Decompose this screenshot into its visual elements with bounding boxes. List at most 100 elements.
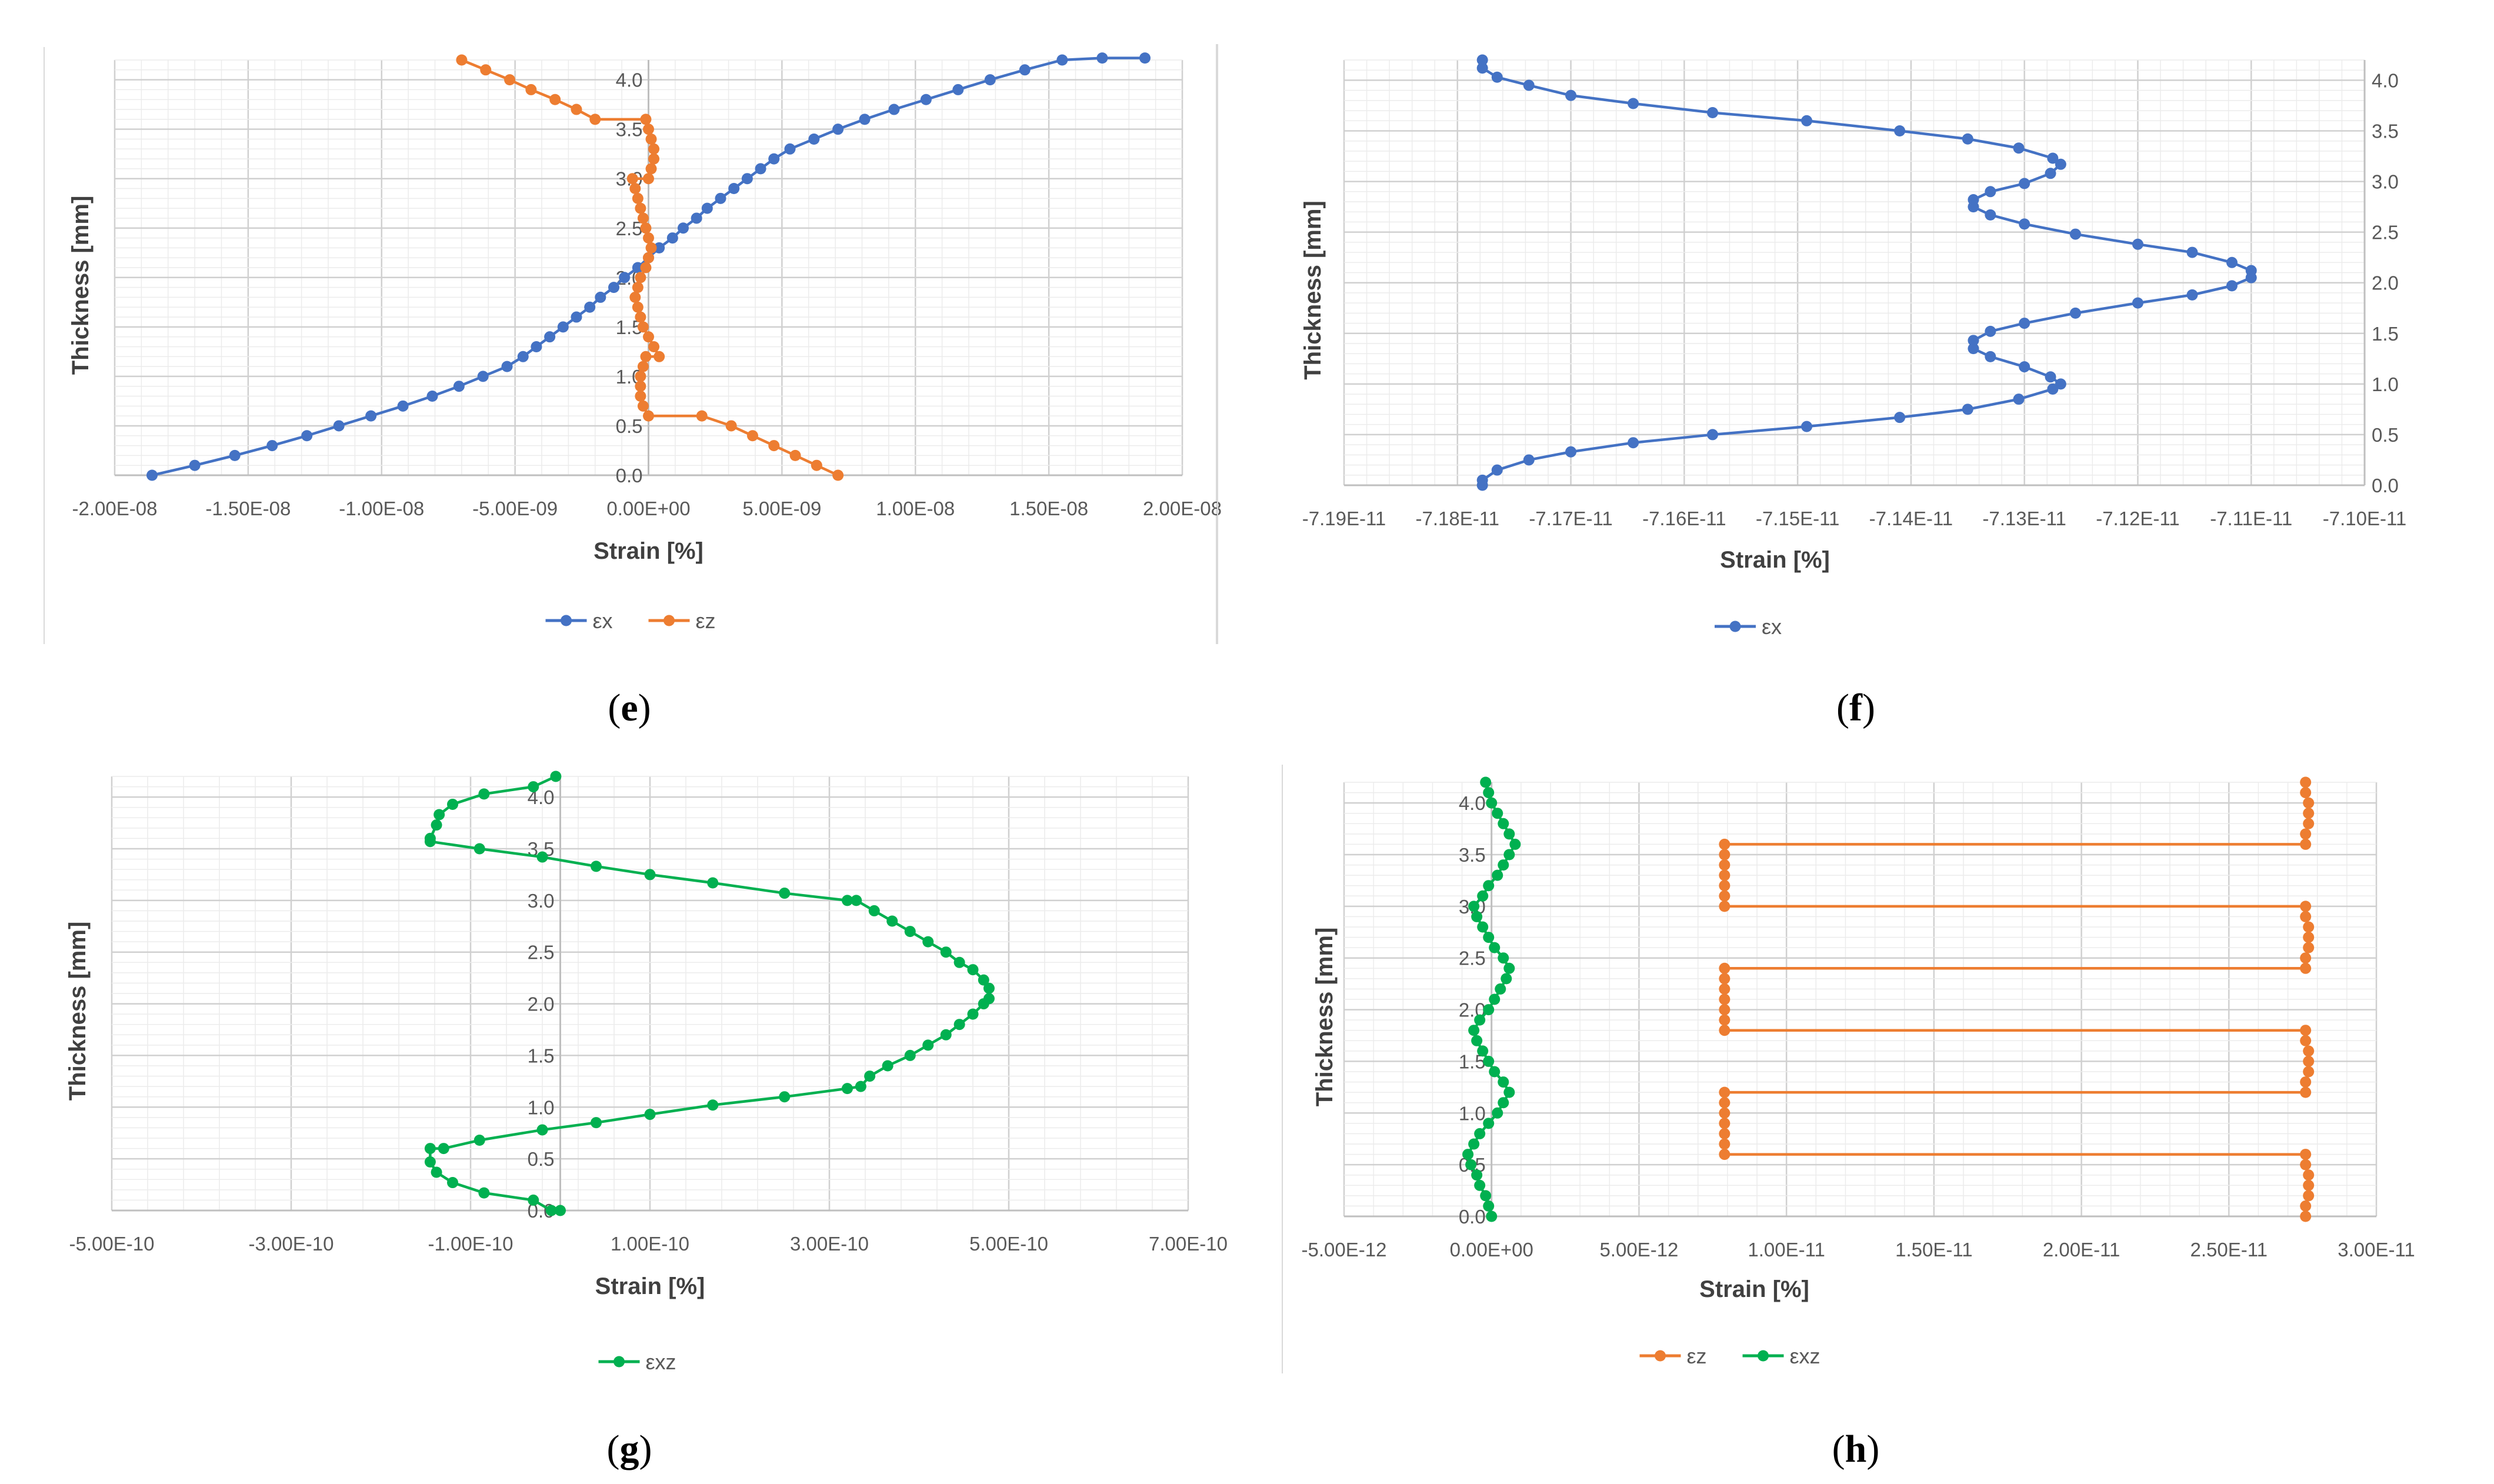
legend: εx	[1715, 615, 1782, 639]
data-point	[333, 420, 345, 432]
data-point	[2019, 361, 2030, 373]
data-point	[301, 430, 313, 442]
series-εx	[1476, 54, 2257, 491]
caption-letter: f	[1849, 686, 1863, 729]
legend-label: εz	[696, 609, 716, 633]
data-point	[1719, 901, 1731, 912]
x-tick-label: -5.00E-09	[472, 498, 558, 519]
data-point	[2069, 228, 2081, 240]
data-point	[2045, 371, 2056, 383]
legend-swatch-marker	[1758, 1350, 1769, 1362]
data-point	[635, 381, 646, 392]
y-axis-title: Thickness [mm]	[1300, 201, 1326, 380]
data-point	[431, 1166, 442, 1178]
data-point	[626, 173, 638, 185]
data-point	[474, 843, 485, 855]
data-point	[571, 104, 582, 115]
data-point	[1474, 1014, 1486, 1026]
y-tick-label: 1.5	[2372, 323, 2399, 345]
data-point	[811, 459, 822, 471]
data-point	[1471, 911, 1483, 922]
data-point	[640, 222, 652, 234]
data-point	[645, 242, 657, 254]
data-point	[2300, 1076, 2312, 1088]
y-tick-label: 4.0	[616, 69, 643, 91]
data-point	[707, 877, 719, 889]
data-point	[447, 798, 458, 810]
legend-label: εx	[1762, 615, 1782, 639]
data-point	[967, 1008, 979, 1020]
data-point	[983, 993, 995, 1005]
x-tick-label: -7.19E-11	[1302, 508, 1386, 529]
data-point	[2300, 1159, 2312, 1170]
data-point	[789, 449, 801, 461]
data-point	[2303, 1066, 2315, 1078]
data-point	[1486, 797, 1498, 809]
panel-caption: (f)	[1836, 686, 1875, 729]
legend-item: εx	[1715, 615, 1782, 639]
x-tick-label: 1.00E-08	[876, 498, 955, 519]
data-point	[1492, 869, 1503, 881]
data-point	[2226, 256, 2238, 268]
data-point	[1962, 133, 1973, 145]
data-point	[2186, 246, 2198, 258]
data-point	[1719, 1004, 1731, 1016]
y-tick-label: 1.0	[1459, 1102, 1486, 1124]
caption-paren-open: (	[607, 1428, 620, 1470]
data-point	[1565, 89, 1577, 101]
data-point	[952, 84, 964, 95]
data-point	[2300, 1086, 2312, 1098]
data-point	[477, 371, 489, 382]
data-point	[424, 832, 436, 844]
data-point	[922, 936, 934, 948]
data-point	[644, 869, 656, 881]
data-point	[644, 1109, 656, 1120]
data-point	[608, 282, 620, 294]
data-point	[571, 311, 582, 323]
data-point	[922, 1039, 934, 1051]
data-point	[1491, 71, 1503, 83]
x-tick-label: -3.00E-10	[249, 1233, 334, 1255]
data-point	[1495, 983, 1506, 995]
data-point	[480, 64, 492, 76]
data-point	[643, 410, 654, 422]
data-point	[851, 895, 862, 906]
data-point	[779, 1091, 791, 1103]
x-axis-title: Strain [%]	[1720, 547, 1830, 573]
data-point	[1477, 1045, 1489, 1057]
data-point	[1476, 62, 1488, 74]
data-point	[741, 173, 753, 185]
data-point	[632, 262, 643, 274]
x-tick-label: -7.15E-11	[1756, 508, 1839, 529]
data-point	[447, 1177, 458, 1189]
data-point	[629, 183, 641, 195]
data-point	[1465, 1159, 1477, 1170]
data-point	[1476, 54, 1488, 66]
data-point	[648, 143, 660, 155]
legend: εx εz	[545, 609, 716, 633]
data-point	[1719, 1097, 1731, 1109]
data-point	[1477, 890, 1489, 902]
x-tick-label: -7.16E-11	[1642, 508, 1726, 529]
data-point	[431, 819, 442, 831]
y-tick-label: 0.0	[1459, 1206, 1486, 1228]
data-point	[365, 410, 377, 422]
data-point	[1719, 1025, 1731, 1036]
data-point	[2055, 158, 2066, 170]
data-point	[904, 926, 916, 938]
y-axis-title: Thickness [mm]	[68, 196, 94, 375]
data-point	[1468, 901, 1480, 912]
data-point	[1483, 1200, 1495, 1212]
data-point	[643, 331, 654, 343]
data-point	[984, 74, 996, 86]
x-tick-label: -7.10E-11	[2323, 508, 2406, 529]
data-point	[886, 915, 898, 927]
data-point	[645, 133, 657, 145]
data-point	[728, 183, 740, 195]
data-point	[2300, 901, 2312, 912]
data-point	[842, 895, 853, 906]
x-tick-label: -7.11E-11	[2210, 508, 2292, 529]
y-tick-label: 2.0	[2372, 272, 2399, 294]
caption-paren-open: (	[608, 686, 621, 729]
data-point	[528, 1194, 539, 1206]
